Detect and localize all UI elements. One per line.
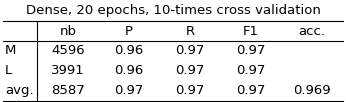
Text: F1: F1 <box>243 24 259 38</box>
Text: 4596: 4596 <box>51 44 85 58</box>
Text: 8587: 8587 <box>51 84 85 98</box>
Text: 0.96: 0.96 <box>114 64 144 78</box>
Text: 0.97: 0.97 <box>114 84 144 98</box>
Text: 0.97: 0.97 <box>236 64 266 78</box>
Text: M: M <box>5 44 17 58</box>
Text: 0.97: 0.97 <box>175 64 204 78</box>
Text: 0.97: 0.97 <box>175 44 204 58</box>
Text: Dense, 20 epochs, 10-times cross validation: Dense, 20 epochs, 10-times cross validat… <box>26 3 320 17</box>
Text: L: L <box>5 64 12 78</box>
Text: 0.97: 0.97 <box>175 84 204 98</box>
Text: 0.96: 0.96 <box>114 44 144 58</box>
Text: R: R <box>185 24 194 38</box>
Text: P: P <box>125 24 133 38</box>
Text: 0.97: 0.97 <box>236 44 266 58</box>
Text: 0.969: 0.969 <box>293 84 331 98</box>
Text: nb: nb <box>60 24 76 38</box>
Text: avg.: avg. <box>5 84 34 98</box>
Text: acc.: acc. <box>299 24 326 38</box>
Text: 3991: 3991 <box>51 64 85 78</box>
Text: 0.97: 0.97 <box>236 84 266 98</box>
